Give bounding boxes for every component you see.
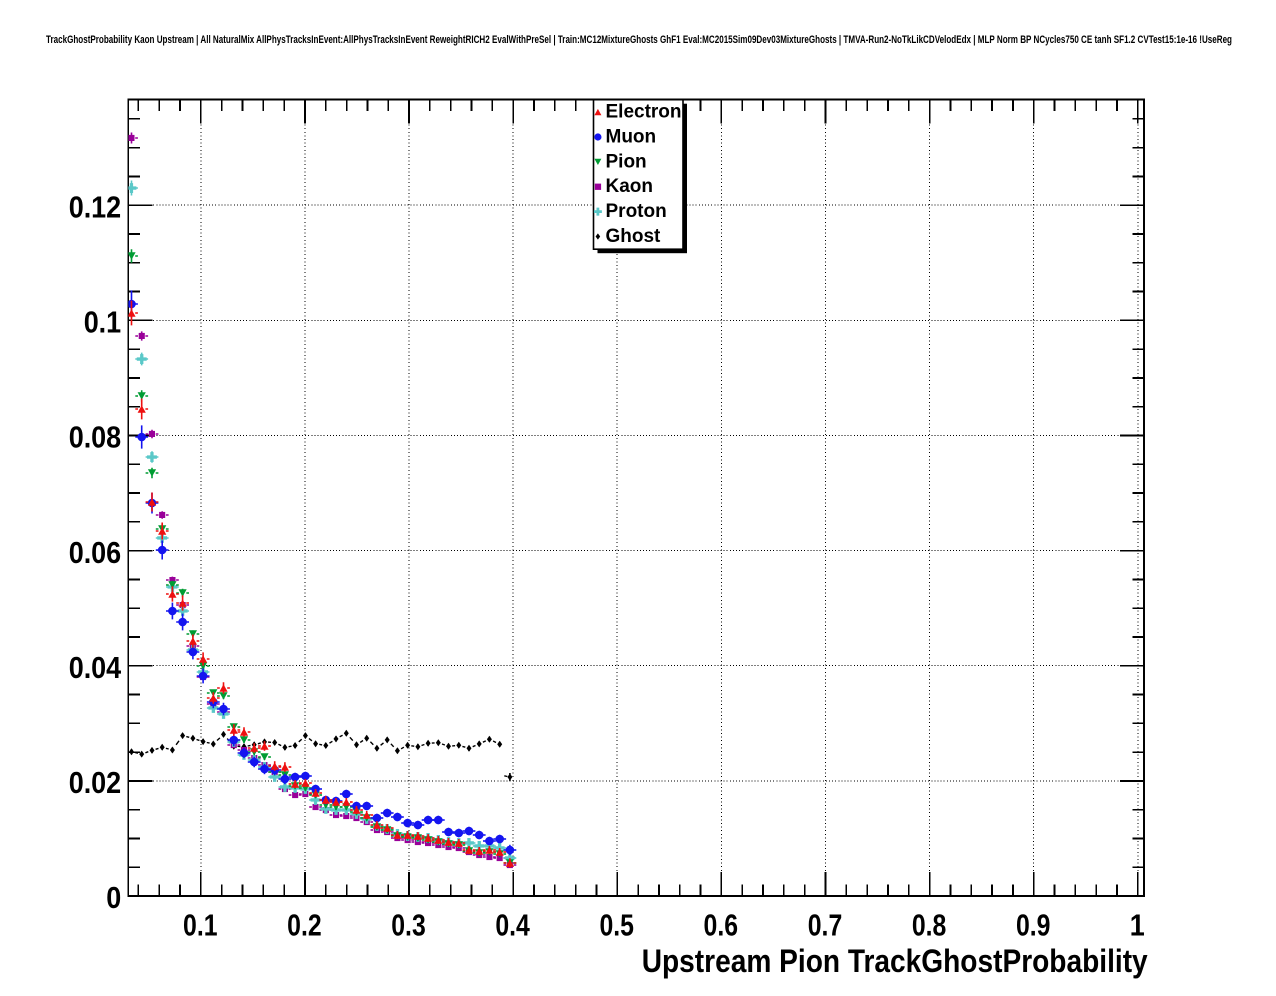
svg-text:0.1: 0.1 <box>183 908 218 943</box>
svg-text:0.8: 0.8 <box>912 908 947 943</box>
svg-text:0.12: 0.12 <box>69 189 122 224</box>
svg-text:0.6: 0.6 <box>704 908 739 943</box>
svg-text:0.08: 0.08 <box>69 420 122 455</box>
svg-text:Kaon: Kaon <box>606 176 654 197</box>
svg-text:TrackGhostProbability Kaon Ups: TrackGhostProbability Kaon Upstream | Al… <box>46 34 1232 46</box>
svg-text:0.06: 0.06 <box>69 535 122 570</box>
svg-text:Proton: Proton <box>606 201 667 222</box>
svg-text:0.5: 0.5 <box>599 908 634 943</box>
svg-text:Electron: Electron <box>606 102 682 123</box>
svg-text:0.04: 0.04 <box>69 650 122 685</box>
svg-text:0.9: 0.9 <box>1016 908 1051 943</box>
svg-text:1: 1 <box>1130 908 1145 943</box>
svg-text:Upstream Pion TrackGhostProbab: Upstream Pion TrackGhostProbability <box>642 943 1148 979</box>
svg-text:Ghost: Ghost <box>606 226 662 247</box>
svg-text:0.2: 0.2 <box>287 908 322 943</box>
svg-text:0.02: 0.02 <box>69 765 122 800</box>
svg-text:Muon: Muon <box>606 126 657 147</box>
svg-text:0.1: 0.1 <box>84 305 122 340</box>
svg-text:0: 0 <box>106 880 121 915</box>
svg-text:0.7: 0.7 <box>808 908 843 943</box>
svg-text:0.4: 0.4 <box>495 908 530 943</box>
svg-text:0.3: 0.3 <box>391 908 426 943</box>
svg-text:Pion: Pion <box>606 151 647 172</box>
